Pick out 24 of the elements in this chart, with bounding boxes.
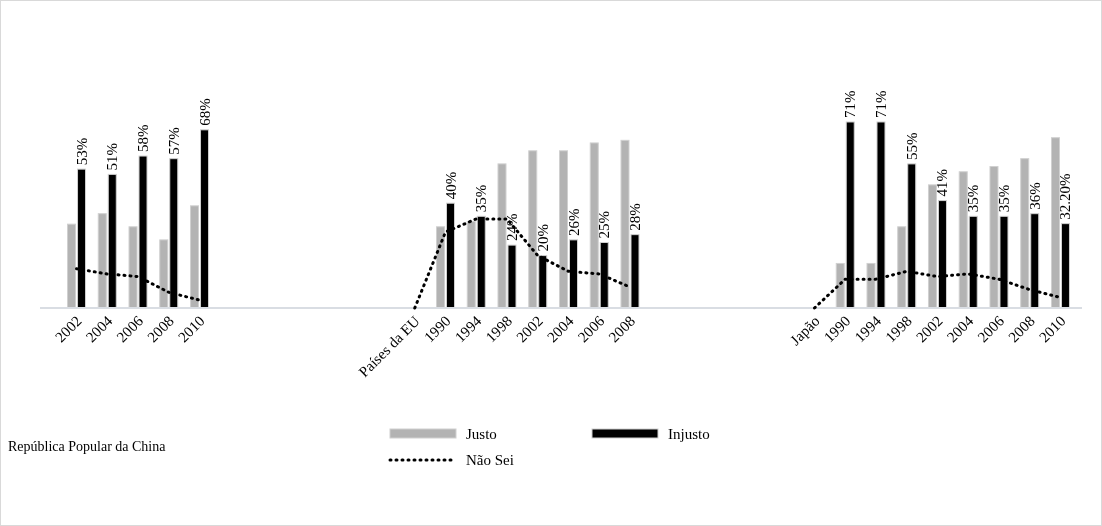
data-label: 71% xyxy=(842,90,859,118)
legend-label: Injusto xyxy=(668,426,710,442)
legend-label: Não Sei xyxy=(466,452,514,468)
data-label: 35% xyxy=(965,184,982,213)
data-label: 32.20% xyxy=(1057,173,1074,220)
data-label: 36% xyxy=(1026,182,1043,210)
data-label: 41% xyxy=(934,169,951,197)
data-label: 51% xyxy=(104,142,121,171)
data-label: 40% xyxy=(442,171,459,200)
data-label: 24% xyxy=(504,213,520,242)
data-label: 68% xyxy=(196,98,213,126)
data-label: 53% xyxy=(73,137,90,166)
data-label: 28% xyxy=(627,203,643,231)
data-label: 25% xyxy=(596,211,613,239)
data-label: 57% xyxy=(165,127,182,155)
data-label: 20% xyxy=(534,224,551,252)
text: República Popular da China xyxy=(8,439,167,454)
data-label: 71% xyxy=(872,90,889,118)
data-label: 35% xyxy=(995,184,1012,213)
data-label: 58% xyxy=(135,124,152,153)
data-label: 35% xyxy=(473,184,490,213)
data-label: 26% xyxy=(565,208,582,236)
legend-label: Justo xyxy=(466,426,497,442)
data-label: 55% xyxy=(903,132,920,160)
